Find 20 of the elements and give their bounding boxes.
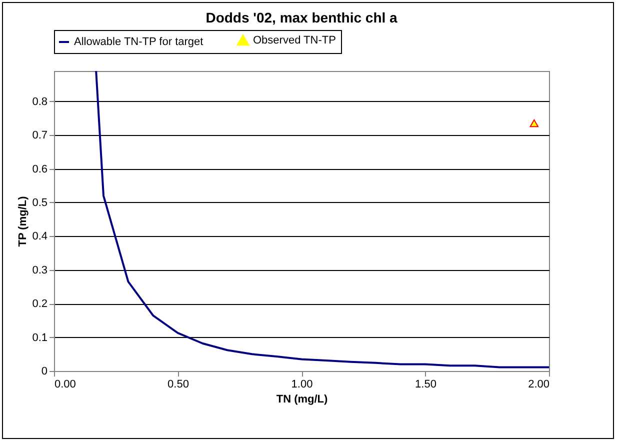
y-tick-label: 0.4 <box>32 230 48 243</box>
legend-label: Allowable TN-TP for target <box>74 36 204 48</box>
y-tick-label: 0.6 <box>32 163 48 176</box>
legend-label: Observed TN-TP <box>253 34 336 46</box>
x-tick-label: 1.50 <box>415 378 436 390</box>
y-tick-label: 0.2 <box>32 298 48 310</box>
x-axis-title: TN (mg/L) <box>276 394 328 406</box>
y-tick-label: 0.7 <box>32 130 48 142</box>
x-tick-label: 2.00 <box>528 378 550 390</box>
chart-title: Dodds '02, max benthic chl a <box>206 10 398 26</box>
y-tick-label: 0.1 <box>32 332 48 344</box>
line-series <box>95 71 549 368</box>
y-axis-title: TP (mg/L) <box>17 196 30 247</box>
y-tick-label: 0.8 <box>32 96 48 108</box>
y-tick-label: 0.3 <box>32 264 48 276</box>
x-tick-label: 0.00 <box>54 378 76 390</box>
x-tick-label: 1.00 <box>291 378 313 390</box>
y-tick-label: 0 <box>41 366 48 378</box>
x-tick-label: 0.50 <box>168 378 189 390</box>
y-tick-label: 0.5 <box>32 196 48 209</box>
